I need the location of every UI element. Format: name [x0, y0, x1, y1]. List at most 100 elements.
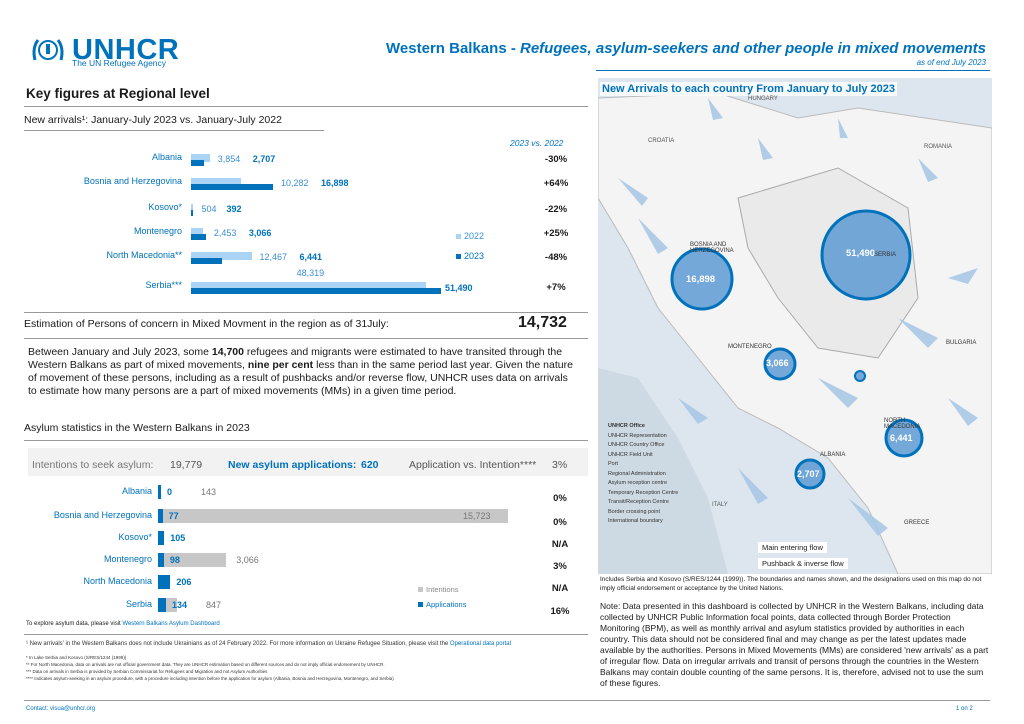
intentions-value: 847	[206, 600, 222, 610]
footnote-1: ¹ New arrivals' in the Western Balkans d…	[26, 641, 511, 647]
bar-2023	[191, 210, 193, 216]
arrivals-map: New Arrivals to each country From Januar…	[598, 78, 992, 574]
ratio-percent: 0%	[553, 517, 567, 528]
data-note: Note: Data presented in this dashboard i…	[600, 601, 989, 688]
value-2023: 51,490	[445, 283, 473, 293]
intentions-value: 15,723	[463, 511, 491, 521]
legend-item: Temporary Reception Centre	[608, 489, 679, 496]
label-italy: ITALY	[712, 502, 728, 508]
bar-2022	[191, 154, 210, 162]
label-albania: ALBANIA	[820, 452, 846, 458]
applications-value: 0	[167, 487, 173, 497]
value-2022: 48,319	[296, 268, 325, 278]
value-2022: 12,467	[259, 252, 288, 262]
bar-2023	[191, 234, 206, 240]
legend-item: UNHCR Country Office	[608, 442, 665, 448]
arrival-country-label: Kosovo*	[148, 202, 182, 212]
change-percent: +7%	[546, 282, 566, 293]
applications-bar	[158, 598, 167, 612]
value-2023: 2,707	[252, 154, 276, 164]
ratio-percent: 3%	[553, 561, 567, 572]
operational-portal-link[interactable]: Operational data portal	[449, 641, 511, 647]
bubble-bosnia: 16,898	[686, 274, 716, 285]
label-montenegro: MONTENEGRO	[728, 344, 772, 350]
bar-2022	[191, 178, 241, 186]
ratio-percent: N/A	[551, 583, 569, 594]
logo-subtitle: The UN Refugee Agency	[72, 58, 167, 68]
map-caption: Includes Serbia and Kosovo (S/RES/1244 (…	[600, 576, 982, 592]
change-percent: -48%	[544, 252, 568, 263]
bar-2023	[191, 160, 205, 166]
footnote-5: **** Indicates asylum-seeking in an asyl…	[26, 676, 394, 681]
bar-2023	[191, 288, 441, 294]
asylum-country-label: Albania	[121, 486, 152, 496]
date-subtitle: as of end July 2023	[916, 58, 986, 67]
bubble-serbia: 51,490	[846, 248, 876, 259]
compare-label: 2023 vs. 2022	[510, 138, 564, 148]
change-percent: +64%	[543, 178, 569, 189]
flow-main-legend: Main entering flow	[758, 542, 827, 553]
map-canvas	[598, 78, 992, 574]
applications-value: 77	[168, 511, 179, 521]
legend-item: UNHCR Field Unit	[608, 451, 653, 458]
asylum-title: Asylum statistics in the Western Balkans…	[24, 422, 250, 434]
estimation-value: 14,732	[518, 314, 567, 331]
arrival-country-label: North Macedonia**	[106, 250, 182, 260]
arrival-country-label: Serbia***	[145, 280, 182, 290]
bar-2022	[191, 228, 203, 236]
value-2022: 2,453	[213, 228, 237, 238]
bubble-north-macedonia: 6,441	[890, 433, 913, 443]
asylum-country-label: North Macedonia	[83, 576, 152, 586]
legend-item: Asylum reception centre	[608, 480, 667, 486]
summary-paragraph: Between January and July 2023, some 14,7…	[28, 346, 573, 397]
asylum-country-label: Bosnia and Herzegovina	[53, 510, 152, 520]
label-hungary: HUNGARY	[748, 96, 778, 102]
legend-2022: 2022	[456, 231, 484, 241]
asylum-country-label: Montenegro	[103, 554, 152, 564]
value-2023: 6,441	[299, 252, 323, 262]
logo-text: UNHCR	[72, 34, 180, 66]
arrivals-title: New arrivals¹: January-July 2023 vs. Jan…	[24, 114, 282, 126]
applications-bar	[158, 531, 165, 545]
flow-arrows	[618, 98, 978, 536]
change-percent: +25%	[543, 228, 569, 239]
value-2022: 10,282	[281, 178, 309, 188]
unhcr-emblem-icon	[32, 39, 64, 61]
change-percent: -30%	[544, 154, 568, 165]
footnote-3: ** For North Macedonia, data on arrivals…	[26, 662, 385, 667]
contact[interactable]: Contact: visua@unhcr.org	[26, 706, 96, 712]
map-title: New Arrivals to each country From Januar…	[600, 82, 898, 96]
value-2023: 16,898	[321, 178, 349, 188]
value-2022: 3,854	[217, 154, 241, 164]
legend-intentions: Intentions	[418, 585, 459, 594]
legend-applications: Applications	[418, 600, 466, 609]
ratio-percent: N/A	[551, 539, 569, 550]
label-serbia: SERBIA	[874, 252, 897, 258]
label-greece: GREECE	[904, 520, 930, 526]
bubble-montenegro: 3,066	[766, 358, 789, 368]
label-bosnia: BOSNIA AND HERZEGOVINA	[690, 242, 734, 254]
applications-value: 98	[169, 555, 180, 565]
applications-bar	[158, 509, 163, 523]
legend-2023: 2023	[456, 251, 484, 261]
asylum-dashboard-link[interactable]: Western Balkans Asylum Dashboard	[122, 621, 220, 627]
applications-bar	[158, 575, 171, 589]
legend-item: International boundary	[608, 518, 663, 524]
bar-2023	[191, 258, 223, 264]
bar-2023	[191, 184, 274, 190]
intentions-bar	[158, 553, 227, 567]
label-romania: ROMANIA	[924, 144, 953, 150]
asylum-country-label: Kosovo*	[118, 532, 152, 542]
applications-value: 105	[170, 533, 186, 543]
applications-bar	[158, 485, 161, 499]
arrival-country-label: Bosnia and Herzegovina	[83, 176, 182, 186]
page-title: Western Balkans - Refugees, asylum-seeke…	[386, 40, 986, 57]
label-croatia: CROATIA	[648, 138, 675, 144]
bar-2022	[191, 282, 426, 290]
legend-item: Border crossing point	[608, 508, 660, 515]
key-figures-title: Key figures at Regional level	[26, 86, 210, 101]
map-legend: UNHCR Office UNHCR Representation UNHCR …	[608, 422, 718, 527]
legend-item: UNHCR Representation	[608, 432, 667, 439]
footnote-2: * In Lake Serbia and Kosovo (S/RES/1244 …	[26, 655, 127, 660]
label-bulgaria: BULGARIA	[946, 340, 977, 346]
